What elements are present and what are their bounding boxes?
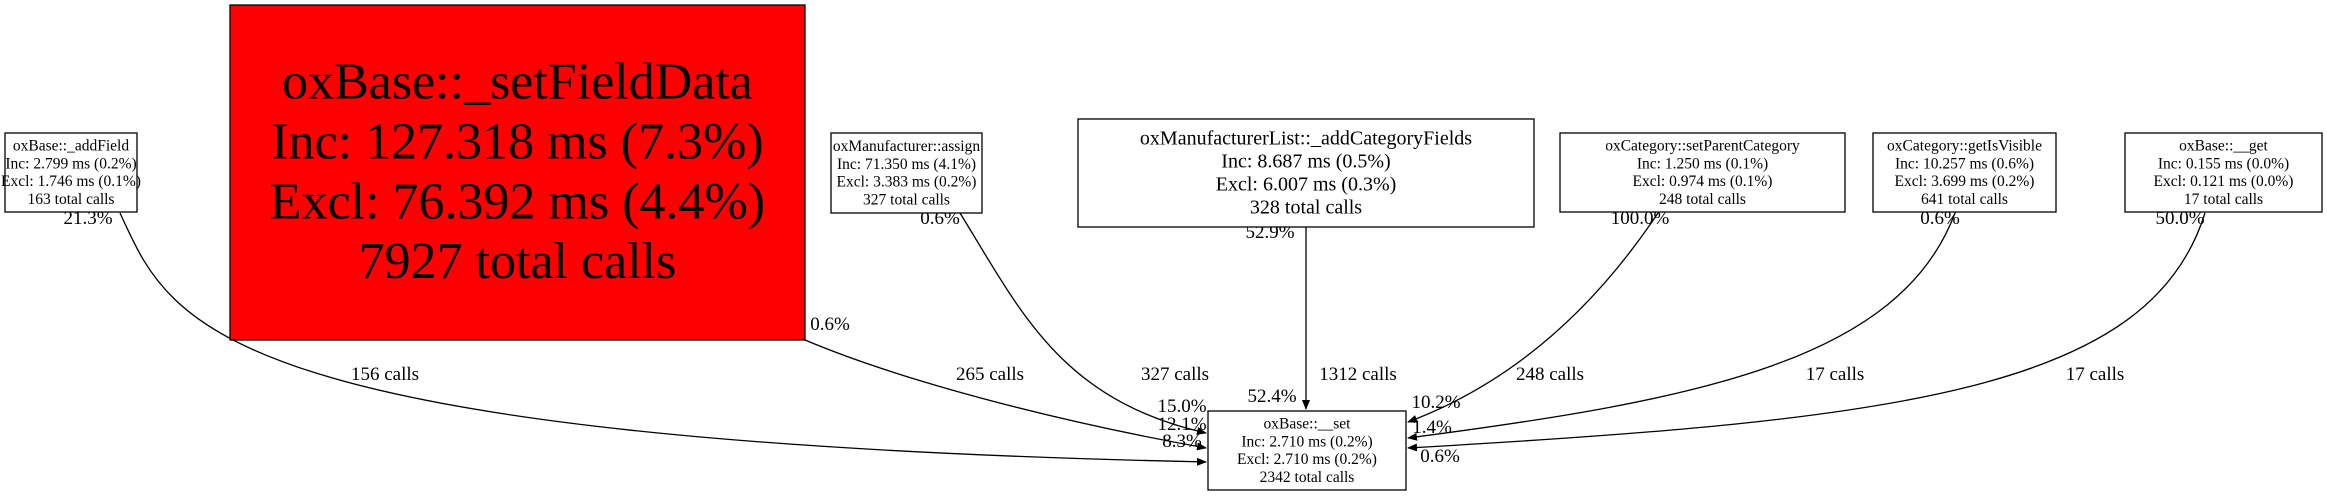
node-total-calls: 327 total calls [863, 191, 950, 208]
node-inclusive-time: Inc: 8.687 ms (0.5%) [1221, 151, 1390, 173]
edge-tail-percent: 50.0% [2155, 208, 2204, 229]
node-total-calls: 2342 total calls [1260, 469, 1355, 486]
node-function-name: oxBase::_addField [13, 137, 129, 154]
edge-tail-percent: 0.6% [1920, 208, 1960, 229]
node-inclusive-time: Inc: 2.710 ms (0.2%) [1241, 433, 1372, 450]
node-box [2124, 132, 2323, 213]
edge-call-count: 17 calls [2066, 364, 2125, 385]
node-total-calls: 163 total calls [28, 191, 115, 208]
node-inclusive-time: Inc: 0.155 ms (0.0%) [2158, 155, 2289, 172]
node-exclusive-time: Excl: 1.746 ms (0.1%) [1, 173, 141, 190]
node-total-calls: 248 total calls [1659, 191, 1746, 208]
edge-call-count: 265 calls [956, 364, 1024, 385]
node-function-name: oxBase::__set [1264, 415, 1352, 432]
edge-head-percent: 10.2% [1411, 392, 1460, 413]
node-exclusive-time: Excl: 3.699 ms (0.2%) [1895, 173, 2035, 190]
node-exclusive-time: Excl: 0.974 ms (0.1%) [1633, 173, 1773, 190]
node-function-name: oxBase::__get [2179, 137, 2268, 154]
node-inclusive-time: Inc: 2.799 ms (0.2%) [5, 155, 136, 172]
node-function-name: oxCategory::setParentCategory [1605, 137, 1800, 154]
node-box [1559, 132, 1846, 213]
node-inclusive-time: Inc: 71.350 ms (4.1%) [837, 156, 976, 173]
node-exclusive-time: Excl: 3.383 ms (0.2%) [837, 174, 977, 191]
node-box [1077, 118, 1535, 228]
node-exclusive-time: Excl: 2.710 ms (0.2%) [1237, 451, 1377, 468]
edge-call-count: 17 calls [1806, 364, 1865, 385]
node-function-name: oxBase::_setFieldData [282, 54, 753, 111]
edge-tail-percent: 21.3% [63, 208, 112, 229]
node-total-calls: 7927 total calls [359, 233, 677, 290]
edge-line [1407, 212, 2206, 452]
edge-head-percent: 1.4% [1412, 417, 1452, 438]
node-inclusive-time: Inc: 1.250 ms (0.1%) [1637, 155, 1768, 172]
edge-line [804, 339, 1207, 451]
node-total-calls: 17 total calls [2184, 191, 2263, 208]
node-function-name: oxCategory::getIsVisible [1887, 137, 2042, 154]
edge-tail-percent: 0.6% [810, 314, 850, 335]
edge-line [1407, 212, 1659, 423]
node-function-name: oxManufacturer::assign [833, 138, 980, 155]
node-function-name: oxManufacturerList::_addCategoryFields [1140, 128, 1472, 150]
node-box [4, 132, 138, 213]
node-inclusive-time: Inc: 127.318 ms (7.3%) [271, 113, 763, 170]
node-total-calls: 328 total calls [1250, 197, 1362, 219]
node-exclusive-time: Excl: 6.007 ms (0.3%) [1216, 174, 1397, 196]
edge-line [119, 212, 1207, 466]
node-exclusive-time: Excl: 0.121 ms (0.0%) [2154, 173, 2294, 190]
node-box [229, 4, 806, 341]
edge-call-count: 1312 calls [1319, 364, 1397, 385]
edge-call-count: 248 calls [1516, 364, 1584, 385]
edge-head-percent: 0.6% [1420, 446, 1460, 467]
edge-addField-to-set: 156 calls 21.3% 8.3% [63, 208, 1207, 466]
edge-get-to-set: 17 calls 50.0% 0.6% [1407, 208, 2206, 467]
node-inclusive-time: Inc: 10.257 ms (0.6%) [1895, 155, 2034, 172]
node-box [830, 132, 983, 214]
edge-setParentCategory-to-set: 248 calls 100.0% 10.2% [1407, 208, 1670, 423]
edge-head-percent: 8.3% [1162, 431, 1202, 452]
node-box [1207, 410, 1407, 491]
edge-line [959, 212, 1207, 435]
edge-getIsVisible-to-set: 17 calls 0.6% 1.4% [1407, 208, 1960, 441]
node-box [1872, 132, 2057, 213]
edge-call-count: 327 calls [1141, 364, 1209, 385]
node-total-calls: 641 total calls [1921, 191, 2008, 208]
node-exclusive-time: Excl: 76.392 ms (4.4%) [270, 173, 765, 230]
edge-tail-percent: 100.0% [1611, 208, 1670, 229]
edge-head-percent: 15.0% [1157, 396, 1206, 417]
node-addCategoryFields[interactable]: oxManufacturerList::_addCategoryFieldsIn… [1077, 118, 1535, 228]
edge-head-percent: 52.4% [1247, 386, 1296, 407]
edge-line [1407, 212, 1956, 441]
edge-call-count: 156 calls [351, 364, 419, 385]
